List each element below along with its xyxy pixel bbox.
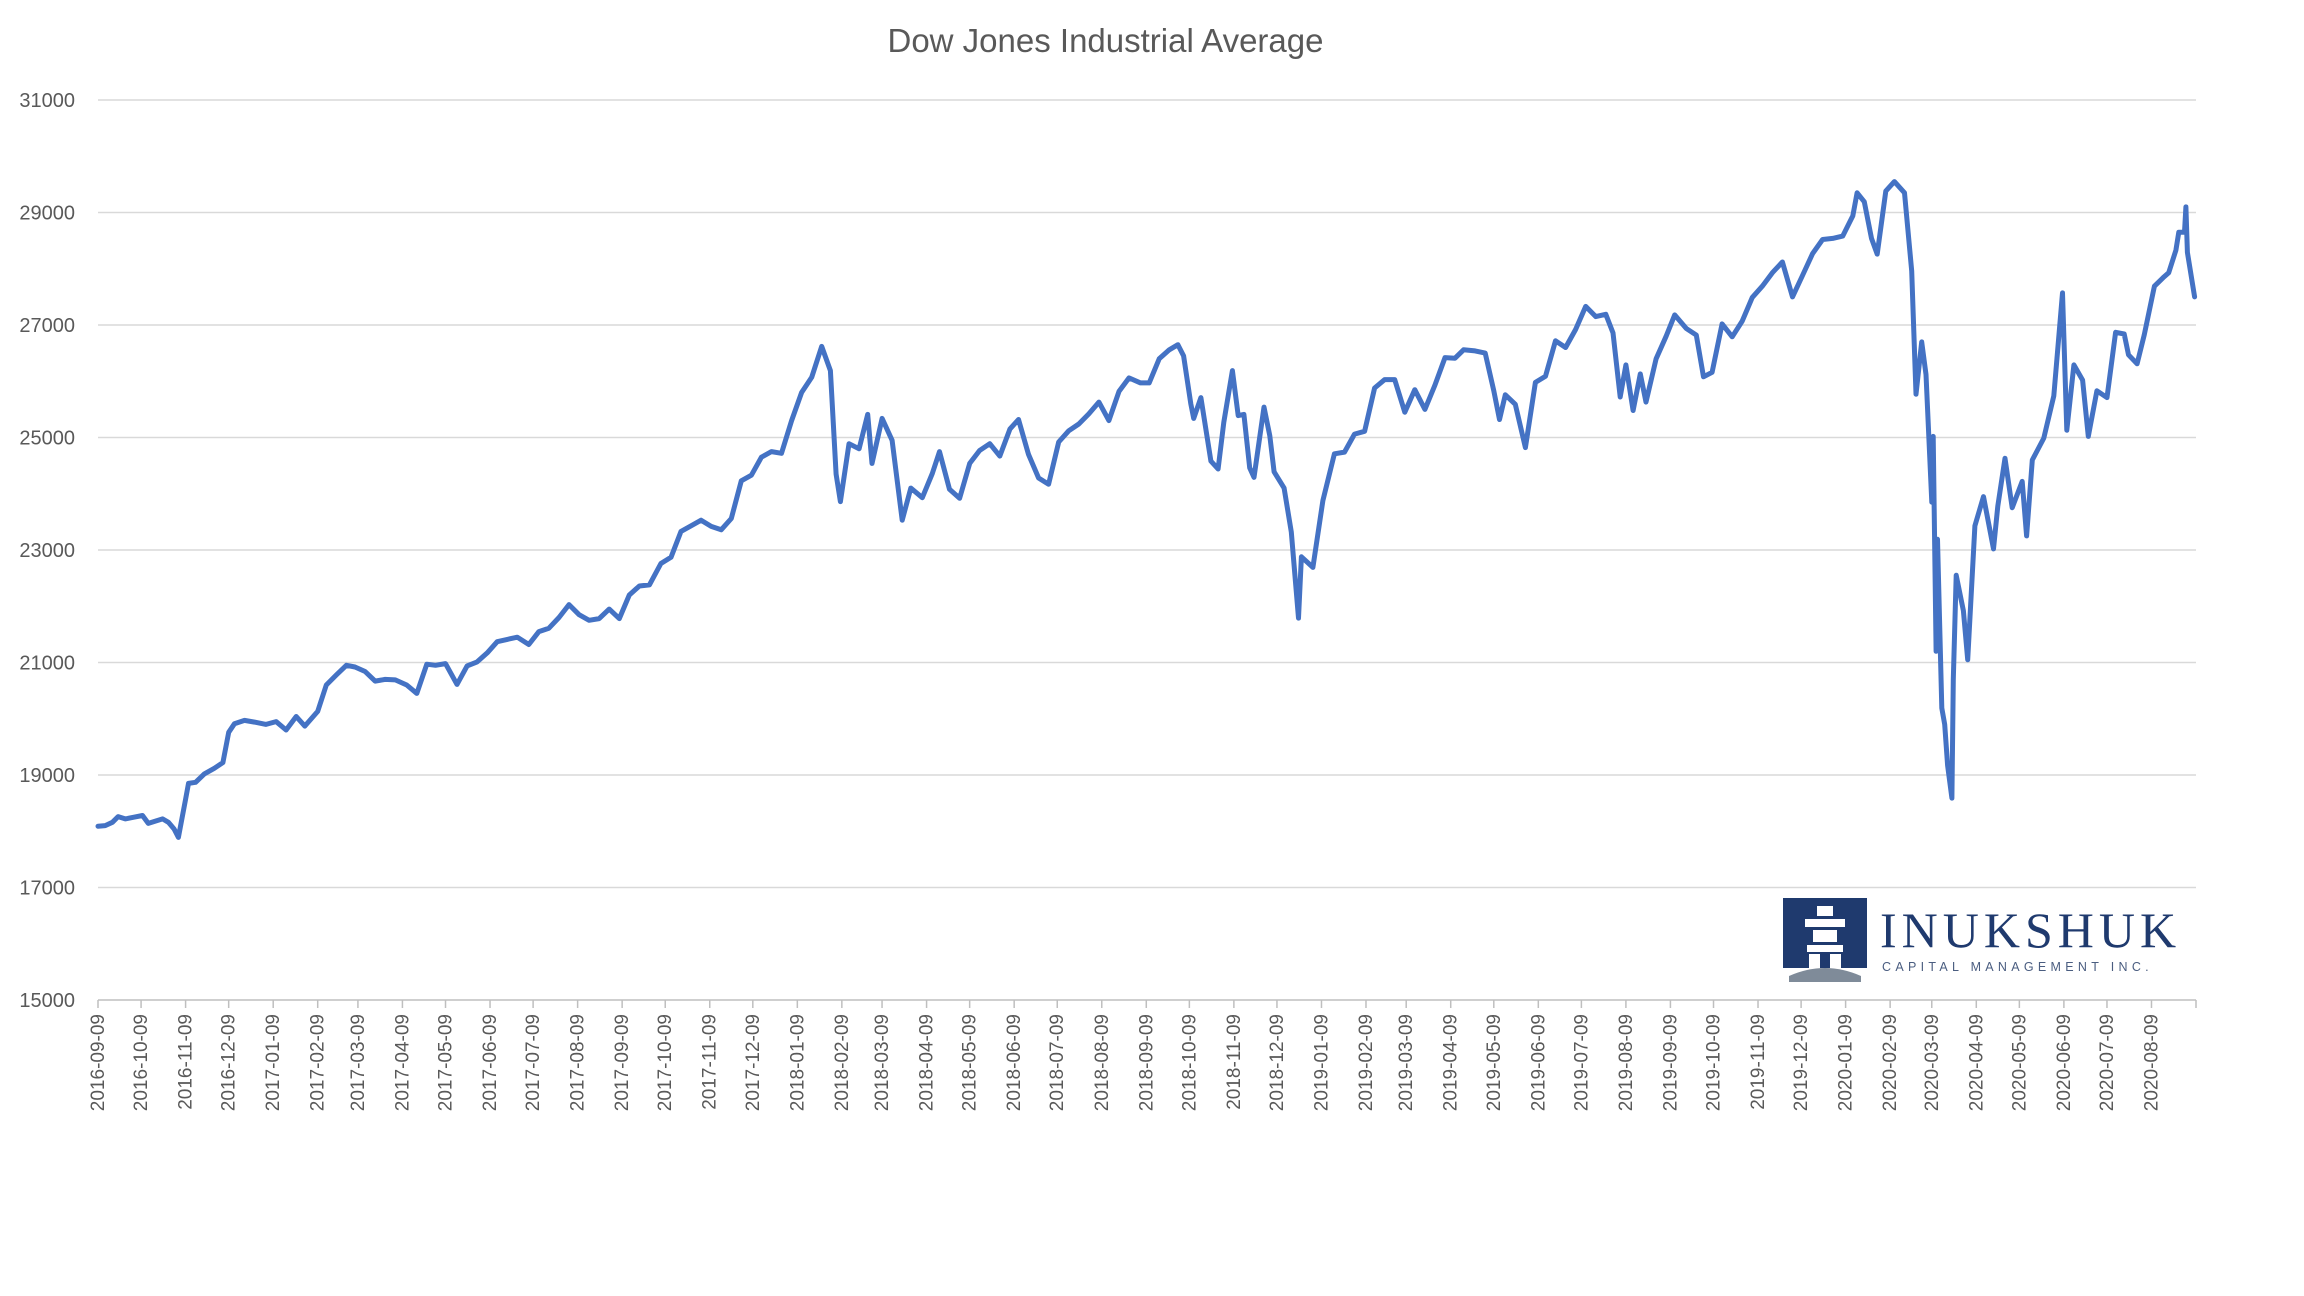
chart-title: Dow Jones Industrial Average	[887, 22, 1324, 59]
x-tick-label: 2019-01-09	[1311, 1014, 1332, 1111]
y-tick-label: 29000	[19, 203, 75, 225]
x-tick-label: 2017-07-09	[523, 1014, 544, 1111]
x-tick-label: 2017-09-09	[612, 1014, 633, 1111]
y-tick-label: 15000	[19, 990, 75, 1012]
x-tick-label: 2018-07-09	[1047, 1014, 1068, 1111]
x-tick-label: 2017-01-09	[263, 1014, 284, 1111]
x-tick-label: 2020-08-09	[2141, 1014, 2162, 1111]
x-tick-label: 2019-06-09	[1528, 1014, 1549, 1111]
x-tick-label: 2019-03-09	[1396, 1014, 1417, 1111]
x-tick-label: 2018-05-09	[960, 1014, 981, 1111]
x-tick-label: 2020-01-09	[1836, 1014, 1857, 1111]
x-tick-label: 2019-10-09	[1704, 1014, 1725, 1111]
y-tick-label: 31000	[19, 90, 75, 112]
x-tick-label: 2016-11-09	[176, 1014, 197, 1110]
x-tick-label: 2019-07-09	[1571, 1014, 1592, 1111]
x-tick-label: 2018-09-09	[1136, 1014, 1157, 1111]
x-tick-label: 2020-04-09	[1966, 1014, 1987, 1111]
x-tick-label: 2020-05-09	[2009, 1014, 2030, 1111]
x-tick-label: 2017-10-09	[655, 1014, 676, 1111]
x-tick-label: 2017-02-09	[308, 1014, 329, 1111]
x-tick-label: 2019-08-09	[1616, 1014, 1637, 1111]
x-tick-label: 2017-11-09	[700, 1014, 721, 1110]
y-tick-label: 21000	[19, 653, 75, 675]
series-layer	[95, 179, 2198, 840]
x-tick-label: 2017-06-09	[480, 1014, 501, 1111]
y-tick-label: 19000	[19, 765, 75, 787]
x-tick-label: 2018-11-09	[1224, 1014, 1245, 1110]
x-tick-label: 2017-04-09	[392, 1014, 413, 1111]
series-line-0	[95, 179, 2198, 840]
y-tick-label: 27000	[19, 315, 75, 337]
x-tick-label: 2018-12-09	[1267, 1014, 1288, 1111]
x-tick-label: 2019-11-09	[1748, 1014, 1769, 1110]
x-tick-label: 2018-10-09	[1179, 1014, 1200, 1111]
x-axis-tick-labels: 2016-09-09 2016-10-09 2016-11-09 2016-12-09…	[88, 1014, 2162, 1111]
x-tick-label: 2017-05-09	[436, 1014, 457, 1111]
x-tick-label: 2018-08-09	[1092, 1014, 1113, 1111]
x-tick-label: 2020-03-09	[1922, 1014, 1943, 1111]
x-tick-label: 2017-03-09	[348, 1014, 369, 1111]
x-tick-label: 2019-05-09	[1484, 1014, 1505, 1111]
inukshuk-icon	[1783, 898, 1867, 982]
company-logo: INUKSHUK CAPITAL MANAGEMENT INC.	[1783, 898, 2178, 990]
x-tick-label: 2016-09-09	[88, 1014, 109, 1111]
x-tick-label: 2019-12-09	[1791, 1014, 1812, 1111]
x-tick-label: 2020-07-09	[2097, 1014, 2118, 1111]
x-tick-label: 2018-02-09	[832, 1014, 853, 1111]
x-tick-label: 2018-01-09	[787, 1014, 808, 1111]
x-tick-label: 2018-04-09	[917, 1014, 938, 1111]
x-tick-label: 2020-02-09	[1880, 1014, 1901, 1111]
x-tick-label: 2018-03-09	[872, 1014, 893, 1111]
y-axis-tick-labels: 15000 17000 19000 21000 23000 25000 27000 29000…	[19, 90, 75, 1012]
x-tick-label: 2019-09-09	[1660, 1014, 1681, 1111]
logo-subtitle: CAPITAL MANAGEMENT INC.	[1882, 960, 2153, 974]
x-tick-label: 2019-02-09	[1356, 1014, 1377, 1111]
x-tick-label: 2019-04-09	[1441, 1014, 1462, 1111]
axes	[97, 999, 2197, 1008]
x-tick-label: 2016-10-09	[131, 1014, 152, 1111]
y-tick-label: 17000	[19, 878, 75, 900]
x-tick-label: 2017-08-09	[568, 1014, 589, 1111]
logo-wordmark: INUKSHUK	[1880, 902, 2182, 958]
y-tick-label: 25000	[19, 428, 75, 450]
x-tick-label: 2020-06-09	[2054, 1014, 2075, 1111]
x-tick-label: 2018-06-09	[1004, 1014, 1025, 1111]
y-tick-label: 23000	[19, 540, 75, 562]
x-tick-label: 2017-12-09	[743, 1014, 764, 1111]
x-tick-label: 2016-12-09	[219, 1014, 240, 1111]
